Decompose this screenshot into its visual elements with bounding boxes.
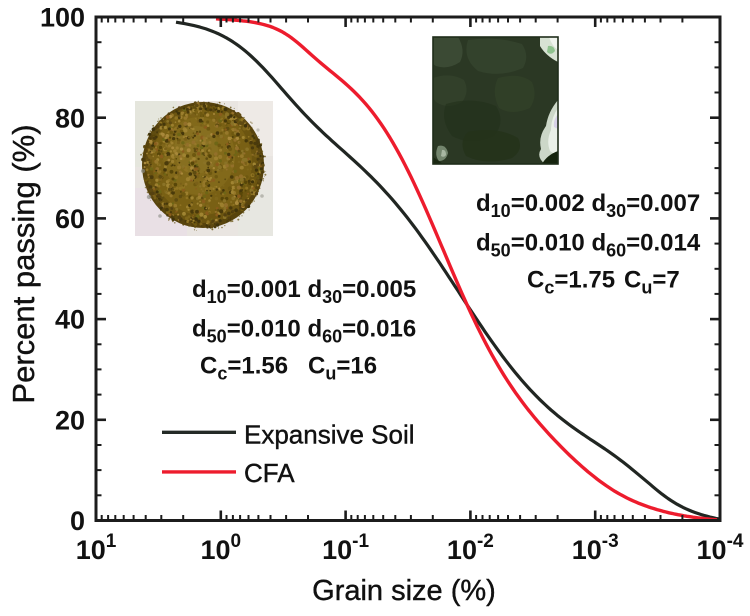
svg-text:40: 40	[55, 305, 85, 335]
svg-text:60: 60	[55, 204, 85, 234]
svg-text:Percent passing (%): Percent passing (%)	[6, 124, 41, 403]
svg-text:d50=0.010 d60=0.016: d50=0.010 d60=0.016	[192, 316, 416, 347]
svg-text:Cu=7: Cu=7	[624, 267, 680, 298]
svg-text:Expansive Soil: Expansive Soil	[244, 420, 415, 450]
svg-text:80: 80	[55, 103, 85, 133]
svg-text:0: 0	[70, 506, 85, 536]
svg-text:CFA: CFA	[244, 458, 295, 488]
svg-text:d50=0.010 d60=0.014: d50=0.010 d60=0.014	[476, 230, 701, 261]
svg-text:d10=0.001 d30=0.005: d10=0.001 d30=0.005	[192, 276, 416, 307]
svg-text:10-3: 10-3	[572, 531, 619, 565]
svg-text:Cc=1.56: Cc=1.56	[200, 353, 288, 384]
svg-text:Cu=16: Cu=16	[308, 353, 377, 384]
svg-text:20: 20	[55, 405, 85, 435]
svg-text:10-1: 10-1	[322, 531, 369, 565]
svg-text:d10=0.002 d30=0.007: d10=0.002 d30=0.007	[476, 190, 700, 221]
svg-text:Cc=1.75: Cc=1.75	[527, 267, 615, 298]
svg-text:Grain size (%): Grain size (%)	[312, 575, 496, 607]
svg-text:100: 100	[40, 3, 85, 33]
